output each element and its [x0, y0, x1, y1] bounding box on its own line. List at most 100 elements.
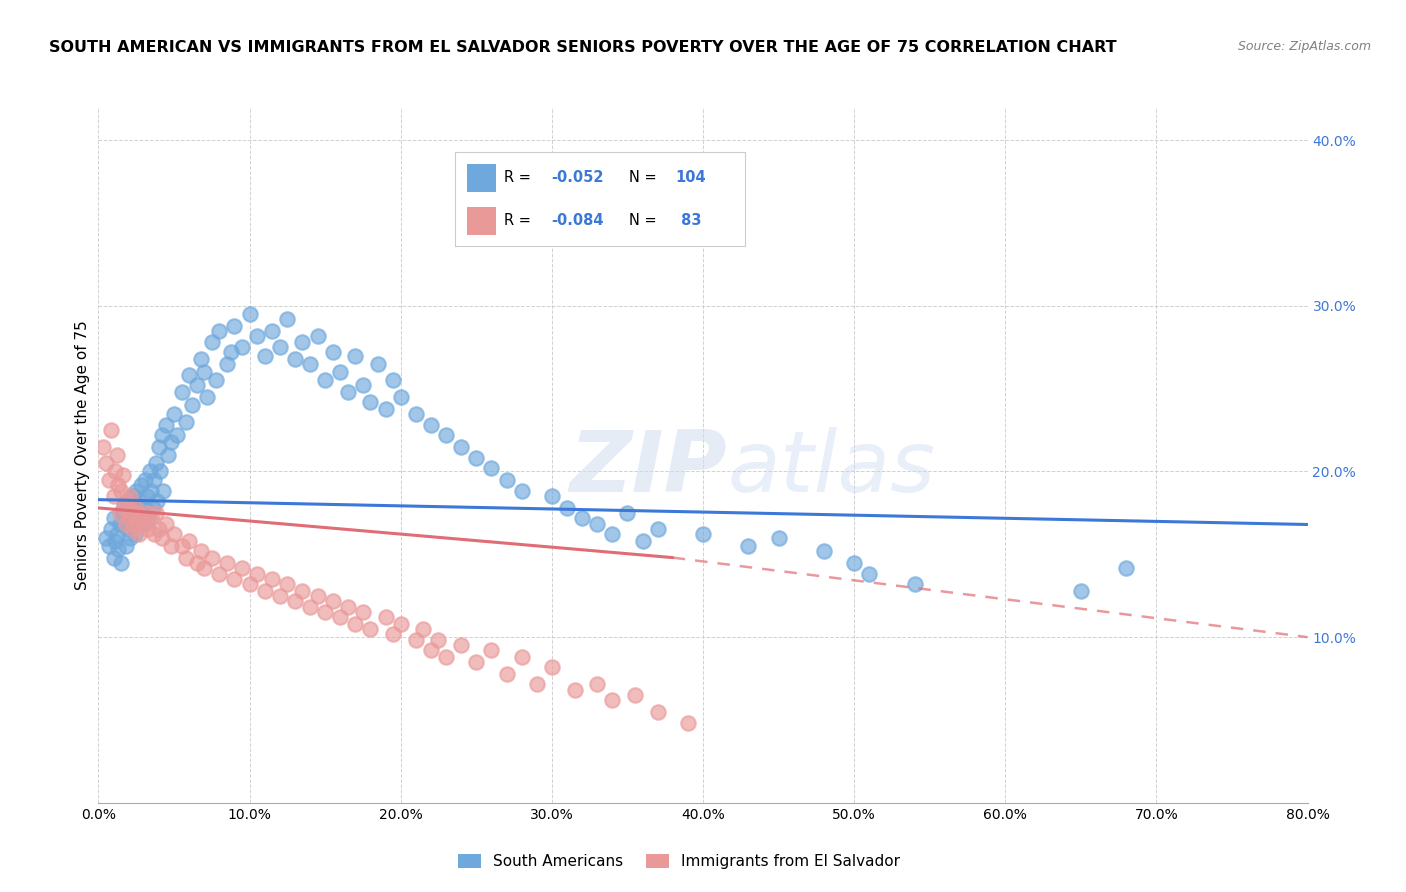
Point [174, 550, 197, 565]
Point [190, 544, 212, 558]
Point [224, 572, 246, 586]
Point [314, 605, 336, 619]
Point [405, 407, 427, 421]
Point [179, 368, 201, 383]
Point [148, 440, 170, 454]
Point [201, 335, 224, 350]
Point [134, 473, 156, 487]
Point [540, 489, 562, 503]
Point [142, 500, 165, 515]
Point [904, 577, 927, 591]
Point [195, 390, 218, 404]
Point [1115, 560, 1137, 574]
Text: -0.052: -0.052 [551, 170, 603, 186]
Text: R =: R = [505, 170, 536, 186]
Point [156, 448, 179, 462]
Point [122, 523, 145, 537]
Point [122, 489, 145, 503]
Point [427, 633, 450, 648]
Point [208, 324, 231, 338]
Point [253, 583, 276, 598]
Point [112, 500, 135, 515]
Point [105, 527, 128, 541]
Point [307, 589, 329, 603]
Point [291, 335, 314, 350]
Point [94, 531, 117, 545]
Point [253, 349, 276, 363]
Point [160, 539, 183, 553]
Text: R =: R = [505, 213, 536, 228]
Point [129, 477, 152, 491]
Point [110, 484, 132, 499]
Point [284, 351, 307, 366]
Point [103, 550, 125, 565]
Text: Source: ZipAtlas.com: Source: ZipAtlas.com [1237, 40, 1371, 54]
Point [124, 500, 146, 515]
Point [141, 511, 163, 525]
Point [624, 688, 647, 702]
Point [389, 390, 412, 404]
Point [344, 616, 367, 631]
Point [329, 365, 352, 379]
Point [136, 523, 159, 537]
Point [160, 434, 183, 449]
Point [152, 484, 174, 499]
Point [146, 494, 169, 508]
Point [205, 373, 228, 387]
Point [239, 577, 262, 591]
Point [276, 312, 298, 326]
Point [100, 523, 122, 537]
Point [190, 351, 212, 366]
Point [139, 465, 162, 479]
Point [118, 514, 141, 528]
Point [149, 465, 172, 479]
Point [374, 610, 396, 624]
Point [105, 448, 128, 462]
Point [91, 440, 114, 454]
Point [352, 605, 374, 619]
Point [186, 378, 208, 392]
Text: -0.084: -0.084 [551, 213, 603, 228]
Point [129, 511, 152, 525]
Point [336, 384, 359, 399]
Point [155, 418, 177, 433]
Text: 104: 104 [676, 170, 706, 186]
Point [450, 440, 472, 454]
Point [299, 600, 322, 615]
Text: SOUTH AMERICAN VS IMMIGRANTS FROM EL SALVADOR SENIORS POVERTY OVER THE AGE OF 75: SOUTH AMERICAN VS IMMIGRANTS FROM EL SAL… [49, 40, 1116, 55]
Point [221, 345, 243, 359]
Point [108, 517, 131, 532]
Point [224, 318, 246, 333]
Point [299, 357, 322, 371]
Point [564, 683, 586, 698]
Point [136, 511, 159, 525]
Point [215, 357, 238, 371]
Point [103, 489, 125, 503]
Point [692, 527, 714, 541]
Point [121, 506, 143, 520]
Point [647, 705, 669, 719]
Point [360, 622, 382, 636]
Point [495, 473, 517, 487]
Point [150, 531, 173, 545]
Point [420, 643, 443, 657]
Bar [467, 163, 496, 192]
Point [107, 477, 129, 491]
Point [115, 523, 138, 537]
Point [143, 527, 166, 541]
Point [104, 534, 127, 549]
Point [114, 517, 136, 532]
Point [170, 539, 193, 553]
Point [120, 489, 142, 503]
Point [246, 328, 269, 343]
Point [135, 489, 157, 503]
Point [586, 676, 609, 690]
Point [124, 527, 146, 541]
Point [495, 666, 517, 681]
Point [111, 467, 134, 482]
Point [276, 577, 298, 591]
Point [193, 560, 215, 574]
Text: N =: N = [630, 170, 661, 186]
Point [121, 500, 143, 515]
Point [181, 398, 204, 412]
